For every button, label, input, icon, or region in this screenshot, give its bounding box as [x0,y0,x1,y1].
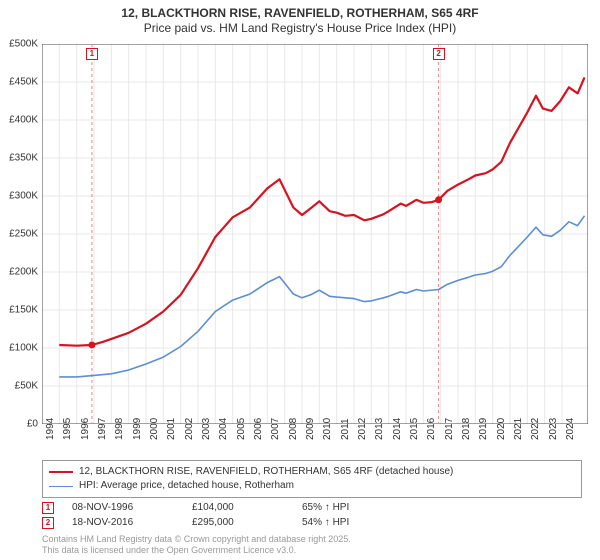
legend-row: HPI: Average price, detached house, Roth… [49,479,575,493]
x-tick-label: 2023 [548,418,559,440]
marker-price: £104,000 [192,502,302,513]
attribution-line2: This data is licensed under the Open Gov… [42,545,351,556]
marker-price: £295,000 [192,517,302,528]
legend-row: 12, BLACKTHORN RISE, RAVENFIELD, ROTHERH… [49,465,575,479]
x-tick-label: 2001 [166,418,177,440]
y-tick-label: £500K [9,39,38,50]
marker-detail-row: 2 18-NOV-2016£295,00054% ↑ HPI [42,515,582,530]
marker-detail-row: 1 08-NOV-1996£104,00065% ↑ HPI [42,500,582,515]
y-tick-label: £400K [9,115,38,126]
x-tick-label: 1995 [62,418,73,440]
x-tick-label: 2010 [322,418,333,440]
marker-box-icon: 1 [42,502,54,514]
x-tick-label: 2005 [236,418,247,440]
legend-label: HPI: Average price, detached house, Roth… [79,479,294,493]
x-tick-label: 2019 [478,418,489,440]
y-tick-label: £0 [27,419,38,430]
y-tick-label: £450K [9,77,38,88]
x-tick-label: 1999 [132,418,143,440]
x-tick-label: 2006 [253,418,264,440]
x-tick-label: 2008 [288,418,299,440]
x-tick-label: 1997 [97,418,108,440]
chart-subtitle: Price paid vs. HM Land Registry's House … [0,21,600,35]
y-tick-label: £250K [9,229,38,240]
legend-swatch [49,486,73,487]
chart-title: 12, BLACKTHORN RISE, RAVENFIELD, ROTHERH… [0,6,600,20]
legend-swatch [49,471,73,473]
y-tick-label: £100K [9,343,38,354]
x-tick-label: 2022 [530,418,541,440]
x-tick-label: 1994 [45,418,56,440]
x-tick-label: 2009 [305,418,316,440]
y-tick-label: £150K [9,305,38,316]
marker-date: 08-NOV-1996 [72,502,192,513]
marker-pct: 65% ↑ HPI [302,502,402,513]
x-tick-label: 2020 [496,418,507,440]
chart-marker-2: 2 [433,48,445,60]
x-tick-label: 1996 [80,418,91,440]
marker-date: 18-NOV-2016 [72,517,192,528]
marker-pct: 54% ↑ HPI [302,517,402,528]
chart-marker-1: 1 [86,48,98,60]
legend-label: 12, BLACKTHORN RISE, RAVENFIELD, ROTHERH… [79,465,453,479]
x-tick-label: 2015 [409,418,420,440]
x-tick-label: 2024 [565,418,576,440]
y-tick-label: £300K [9,191,38,202]
plot-area: 12 [42,44,588,424]
x-tick-label: 2003 [201,418,212,440]
x-tick-label: 2016 [426,418,437,440]
x-tick-label: 2017 [444,418,455,440]
x-tick-label: 2021 [513,418,524,440]
y-tick-label: £350K [9,153,38,164]
marker-box-icon: 2 [42,517,54,529]
x-tick-label: 1998 [114,418,125,440]
x-tick-label: 2018 [461,418,472,440]
y-axis-ticks: £0£50K£100K£150K£200K£250K£300K£350K£400… [0,44,42,424]
x-tick-label: 2011 [340,418,351,440]
x-tick-label: 2013 [374,418,385,440]
attribution-line1: Contains HM Land Registry data © Crown c… [42,534,351,545]
x-tick-label: 2014 [392,418,403,440]
marker-details: 1 08-NOV-1996£104,00065% ↑ HPI 2 18-NOV-201… [42,500,582,530]
x-tick-label: 2002 [184,418,195,440]
x-tick-label: 2004 [218,418,229,440]
attribution: Contains HM Land Registry data © Crown c… [42,534,351,556]
legend: 12, BLACKTHORN RISE, RAVENFIELD, ROTHERH… [42,460,582,498]
y-tick-label: £200K [9,267,38,278]
x-tick-label: 2007 [270,418,281,440]
x-tick-label: 2000 [149,418,160,440]
x-tick-label: 2012 [357,418,368,440]
y-tick-label: £50K [15,381,38,392]
